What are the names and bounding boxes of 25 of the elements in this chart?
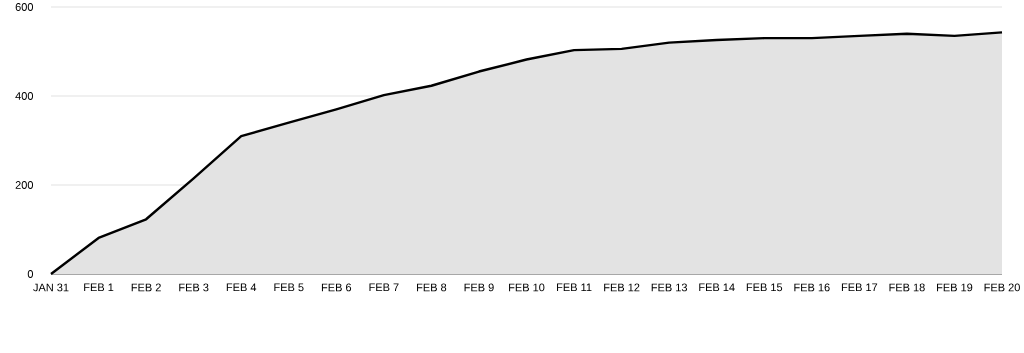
- x-tick-label: FEB 1: [84, 283, 114, 292]
- x-tick-label: FEB 4: [226, 283, 257, 292]
- x-tick-label: FEB 20: [984, 283, 1020, 292]
- x-tick-label: FEB 6: [321, 283, 352, 292]
- y-tick-label: 0: [27, 270, 34, 278]
- x-tick-label: FEB 15: [746, 283, 783, 292]
- x-tick-label: FEB 19: [937, 283, 973, 292]
- x-tick-label: FEB 11: [557, 283, 592, 292]
- x-tick-label: FEB 3: [179, 283, 209, 292]
- x-tick-label: FEB 9: [464, 283, 494, 292]
- x-tick-label: FEB 10: [509, 283, 545, 292]
- x-tick-label: JAN 31: [33, 283, 69, 292]
- x-tick-label: FEB 16: [794, 283, 830, 292]
- y-tick-label: 600: [15, 3, 34, 11]
- x-tick-label: FEB 2: [131, 283, 161, 292]
- y-tick-label: 400: [15, 92, 34, 100]
- x-tick-label: FEB 8: [417, 283, 447, 292]
- x-tick-label: FEB 13: [651, 283, 687, 292]
- y-tick-label: 200: [15, 181, 34, 189]
- x-tick-label: FEB 14: [699, 283, 735, 292]
- x-tick-label: FEB 17: [841, 283, 878, 292]
- x-tick-label: FEB 7: [369, 283, 399, 292]
- x-tick-label: FEB 12: [604, 283, 640, 292]
- x-tick-label: FEB 5: [274, 283, 304, 292]
- x-tick-label: FEB 18: [889, 283, 925, 292]
